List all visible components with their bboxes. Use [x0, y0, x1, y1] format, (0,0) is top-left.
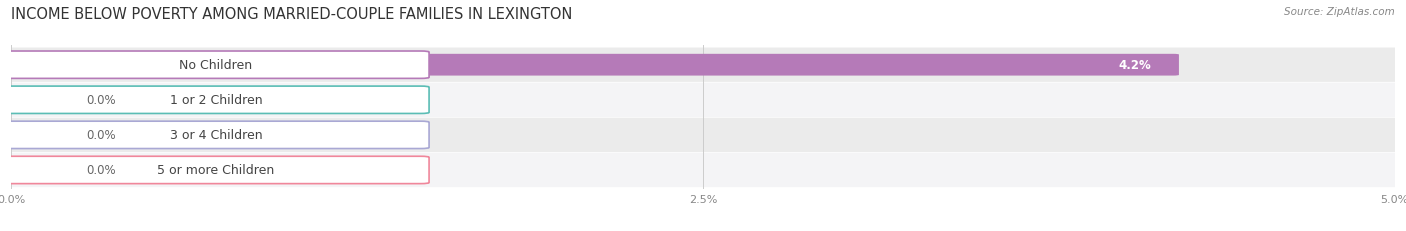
- Text: 5 or more Children: 5 or more Children: [157, 164, 274, 177]
- Text: INCOME BELOW POVERTY AMONG MARRIED-COUPLE FAMILIES IN LEXINGTON: INCOME BELOW POVERTY AMONG MARRIED-COUPL…: [11, 7, 572, 22]
- FancyBboxPatch shape: [3, 122, 429, 149]
- Text: No Children: No Children: [180, 59, 253, 72]
- FancyBboxPatch shape: [3, 83, 1403, 117]
- Text: 0.0%: 0.0%: [86, 164, 115, 177]
- Text: 0.0%: 0.0%: [86, 94, 115, 107]
- FancyBboxPatch shape: [6, 125, 77, 146]
- FancyBboxPatch shape: [3, 118, 1403, 152]
- Text: 0.0%: 0.0%: [86, 129, 115, 142]
- FancyBboxPatch shape: [6, 159, 77, 181]
- Text: 3 or 4 Children: 3 or 4 Children: [170, 129, 263, 142]
- FancyBboxPatch shape: [3, 87, 429, 114]
- FancyBboxPatch shape: [6, 55, 1178, 76]
- FancyBboxPatch shape: [3, 48, 1403, 82]
- FancyBboxPatch shape: [6, 90, 77, 111]
- Text: Source: ZipAtlas.com: Source: ZipAtlas.com: [1284, 7, 1395, 17]
- Text: 4.2%: 4.2%: [1119, 59, 1152, 72]
- Text: 1 or 2 Children: 1 or 2 Children: [170, 94, 263, 107]
- FancyBboxPatch shape: [3, 157, 429, 184]
- FancyBboxPatch shape: [3, 153, 1403, 187]
- FancyBboxPatch shape: [3, 52, 429, 79]
